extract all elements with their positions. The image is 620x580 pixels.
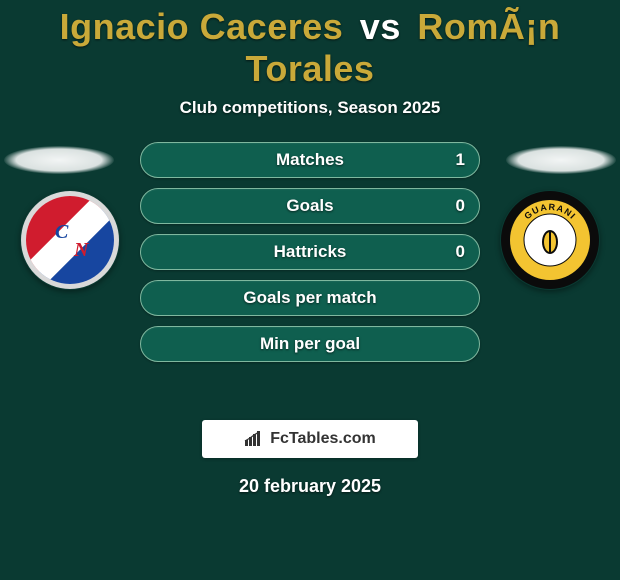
stat-label: Matches	[276, 150, 344, 170]
player1-name: Ignacio Caceres	[60, 6, 344, 47]
stat-row-hattricks: Hattricks 0	[140, 234, 480, 270]
club-guarani-badge-icon: GUARANI	[500, 190, 600, 290]
stats-column: Matches 1 Goals 0 Hattricks 0 Goals per …	[140, 142, 480, 362]
club-badge-right: GUARANI	[500, 190, 600, 290]
stat-label: Min per goal	[260, 334, 360, 354]
stat-value-right: 0	[456, 196, 465, 216]
svg-text:C: C	[55, 221, 69, 243]
stat-value-right: 0	[456, 242, 465, 262]
date-text: 20 february 2025	[0, 476, 620, 497]
stat-label: Goals per match	[243, 288, 376, 308]
svg-text:N: N	[73, 239, 90, 261]
stat-row-goals-per-match: Goals per match	[140, 280, 480, 316]
header: Ignacio Caceres vs RomÃ¡n Torales Club c…	[0, 0, 620, 118]
page-title: Ignacio Caceres vs RomÃ¡n Torales	[0, 6, 620, 90]
bar-chart-icon	[244, 431, 264, 447]
stat-label: Goals	[286, 196, 333, 216]
stat-value-right: 1	[456, 150, 465, 170]
comparison-arena: C N GUARANI Matches 1 Goals 0	[0, 142, 620, 402]
stat-row-goals: Goals 0	[140, 188, 480, 224]
halo-left	[4, 146, 114, 174]
club-nacional-badge-icon: C N	[20, 190, 120, 290]
stat-label: Hattricks	[274, 242, 347, 262]
branding-text: FcTables.com	[270, 430, 376, 448]
club-badge-left: C N	[20, 190, 120, 290]
stat-row-matches: Matches 1	[140, 142, 480, 178]
branding-badge: FcTables.com	[202, 420, 418, 458]
subtitle: Club competitions, Season 2025	[0, 98, 620, 118]
stat-row-min-per-goal: Min per goal	[140, 326, 480, 362]
halo-right	[506, 146, 616, 174]
vs-text: vs	[360, 6, 401, 47]
